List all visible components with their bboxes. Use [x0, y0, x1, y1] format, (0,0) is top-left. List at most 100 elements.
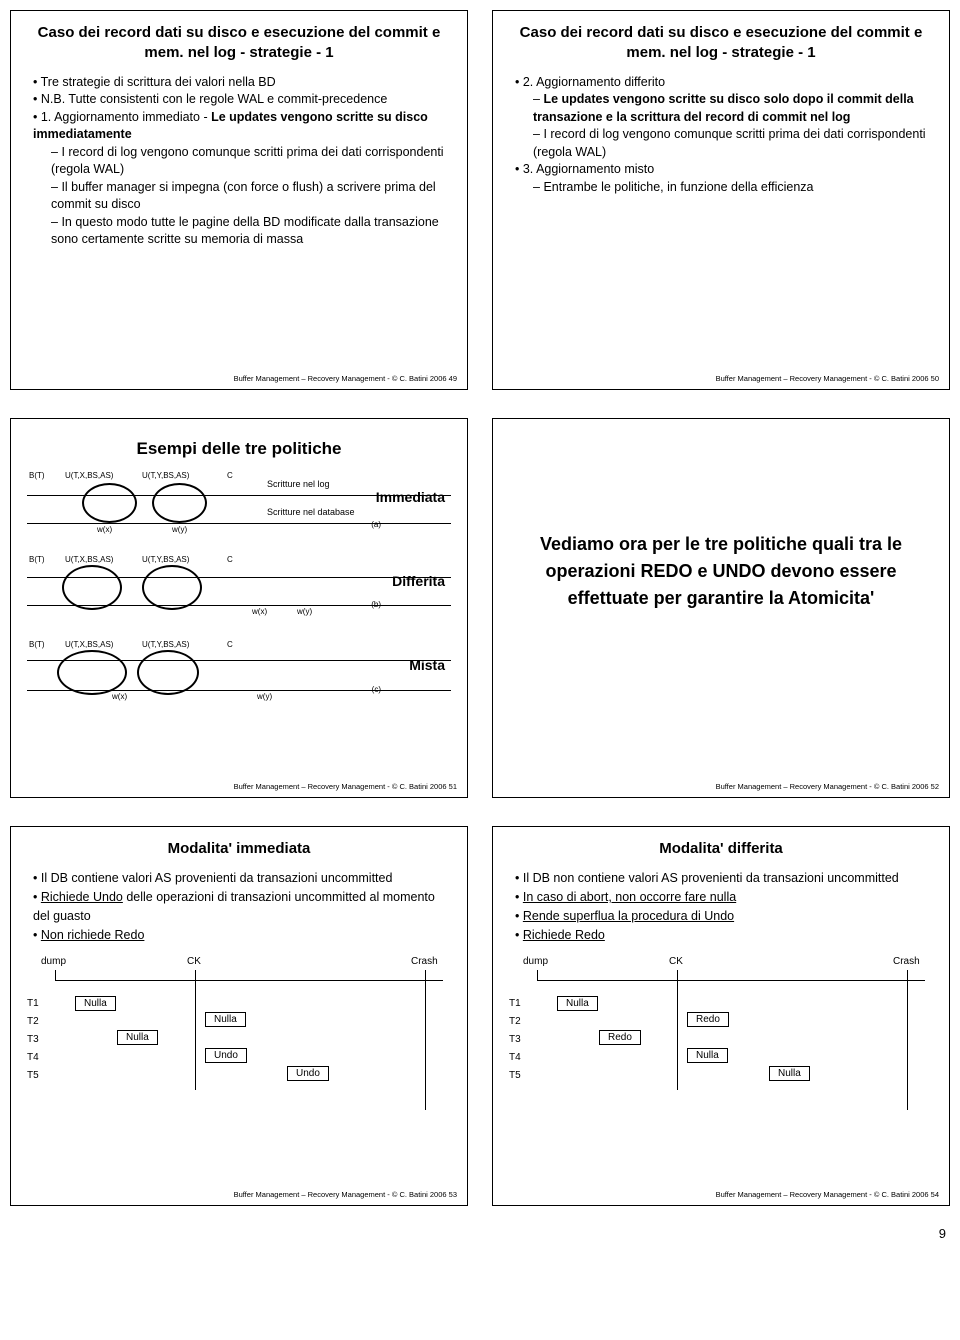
- policy-label: Immediata: [376, 489, 445, 505]
- slide-title: Caso dei record dati su disco e esecuzio…: [27, 23, 451, 64]
- lbl: (a): [371, 520, 381, 529]
- slide-50: Caso dei record dati su disco e esecuzio…: [492, 10, 950, 390]
- slide-title: Modalita' differita: [509, 839, 933, 859]
- val-undo: Undo: [287, 1066, 329, 1081]
- txn-t4: T4: [27, 1052, 39, 1063]
- lbl: C: [227, 555, 233, 564]
- bullet-under: Richiede Undo: [41, 890, 123, 904]
- txn-t5: T5: [27, 1070, 39, 1081]
- sub-bullet: I record di log vengono comunque scritti…: [533, 126, 933, 161]
- bullet: N.B. Tutte consistenti con le regole WAL…: [33, 91, 451, 109]
- lbl: C: [227, 471, 233, 480]
- bullet: 2. Aggiornamento differito Le updates ve…: [515, 74, 933, 162]
- tl-dump: dump: [523, 956, 548, 967]
- slide-51: Esempi delle tre politiche B(T) U(T,X,BS…: [10, 418, 468, 798]
- lbl: (c): [372, 685, 381, 694]
- lbl: B(T): [29, 471, 45, 480]
- txn-t2: T2: [27, 1016, 39, 1027]
- txn-t2: T2: [509, 1016, 521, 1027]
- val-nulla: Nulla: [687, 1048, 728, 1063]
- bullet: Rende superflua la procedura di Undo: [515, 907, 933, 926]
- sub-bullet: Le updates vengono scritte su disco solo…: [533, 91, 933, 126]
- tl-ck: CK: [669, 956, 683, 967]
- val-nulla: Nulla: [117, 1030, 158, 1045]
- txn-t3: T3: [27, 1034, 39, 1045]
- slide-footer: Buffer Management – Recovery Management …: [716, 782, 939, 791]
- slide-footer: Buffer Management – Recovery Management …: [234, 782, 457, 791]
- bullet-under: Non richiede Redo: [41, 928, 145, 942]
- bullet-under: Richiede Redo: [523, 928, 605, 942]
- lbl: Scritture nel log: [267, 479, 330, 489]
- lbl: w(x): [252, 607, 267, 616]
- lbl: w(x): [112, 692, 127, 701]
- policy-label: Mista: [409, 657, 445, 673]
- sub-bullet: Entrambe le politiche, in funzione della…: [533, 179, 933, 197]
- txn-t4: T4: [509, 1052, 521, 1063]
- bullet: In caso di abort, non occorre fare nulla: [515, 888, 933, 907]
- lbl: B(T): [29, 555, 45, 564]
- sub-bullet-strong: Le updates vengono scritte su disco solo…: [533, 92, 914, 124]
- slide-title: Modalita' immediata: [27, 839, 451, 859]
- esempi-diagram: B(T) U(T,X,BS,AS) U(T,Y,BS,AS) C Scrittu…: [27, 465, 451, 735]
- timeline-differita: dump CK Crash T1 T2 T3 T4 T5 Nulla Redo …: [509, 956, 933, 1116]
- bullet-text: 2. Aggiornamento differito: [523, 75, 665, 89]
- lbl: w(x): [97, 525, 112, 534]
- slide-52: Vediamo ora per le tre politiche quali t…: [492, 418, 950, 798]
- lbl: U(T,X,BS,AS): [65, 640, 113, 649]
- slide-footer: Buffer Management – Recovery Management …: [234, 1190, 457, 1199]
- val-nulla: Nulla: [75, 996, 116, 1011]
- sub-bullet: In questo modo tutte le pagine della BD …: [51, 214, 451, 249]
- policy-label: Differita: [392, 573, 445, 589]
- slide-53: Modalita' immediata Il DB contiene valor…: [10, 826, 468, 1206]
- lbl: Scritture nel database: [267, 507, 355, 517]
- slide-54: Modalita' differita Il DB non contiene v…: [492, 826, 950, 1206]
- bullet-under: Rende superflua la procedura di Undo: [523, 909, 734, 923]
- bullet-text: 1. Aggiornamento immediato -: [41, 110, 211, 124]
- slide-footer: Buffer Management – Recovery Management …: [234, 374, 457, 383]
- tl-crash: Crash: [893, 956, 920, 967]
- slide-grid: Caso dei record dati su disco e esecuzio…: [10, 10, 950, 1206]
- bullet-text: 3. Aggiornamento misto: [523, 162, 654, 176]
- bullet: Richiede Redo: [515, 926, 933, 945]
- val-nulla: Nulla: [557, 996, 598, 1011]
- txn-t5: T5: [509, 1070, 521, 1081]
- page-number: 9: [10, 1226, 950, 1241]
- bullet: Richiede Undo delle operazioni di transa…: [33, 888, 451, 926]
- bullet: Il DB non contiene valori AS provenienti…: [515, 869, 933, 888]
- lbl: U(T,X,BS,AS): [65, 555, 113, 564]
- slide-text: Vediamo ora per le tre politiche quali t…: [509, 531, 933, 612]
- lbl: U(T,Y,BS,AS): [142, 640, 189, 649]
- tl-crash: Crash: [411, 956, 438, 967]
- sub-bullet: I record di log vengono comunque scritti…: [51, 144, 451, 179]
- lbl: U(T,Y,BS,AS): [142, 471, 189, 480]
- txn-t1: T1: [509, 998, 521, 1009]
- lbl: (b): [371, 600, 381, 609]
- lbl: w(y): [257, 692, 272, 701]
- lbl: C: [227, 640, 233, 649]
- lbl: B(T): [29, 640, 45, 649]
- lbl: U(T,Y,BS,AS): [142, 555, 189, 564]
- slide-title: Caso dei record dati su disco e esecuzio…: [509, 23, 933, 64]
- txn-t1: T1: [27, 998, 39, 1009]
- val-nulla: Nulla: [205, 1012, 246, 1027]
- slide-title: Esempi delle tre politiche: [27, 439, 451, 459]
- val-nulla: Nulla: [769, 1066, 810, 1081]
- lbl: w(y): [297, 607, 312, 616]
- sub-bullet: Il buffer manager si impegna (con force …: [51, 179, 451, 214]
- lbl: w(y): [172, 525, 187, 534]
- timeline-immediata: dump CK Crash T1 T2 T3 T4 T5 Nulla Nulla…: [27, 956, 451, 1116]
- bullet-under: In caso di abort, non occorre fare nulla: [523, 890, 736, 904]
- tl-dump: dump: [41, 956, 66, 967]
- slide-49: Caso dei record dati su disco e esecuzio…: [10, 10, 468, 390]
- val-redo: Redo: [599, 1030, 641, 1045]
- slide-footer: Buffer Management – Recovery Management …: [716, 374, 939, 383]
- val-redo: Redo: [687, 1012, 729, 1027]
- bullet: Il DB contiene valori AS provenienti da …: [33, 869, 451, 888]
- val-undo: Undo: [205, 1048, 247, 1063]
- slide-footer: Buffer Management – Recovery Management …: [716, 1190, 939, 1199]
- bullet: 1. Aggiornamento immediato - Le updates …: [33, 109, 451, 249]
- tl-ck: CK: [187, 956, 201, 967]
- bullet: Tre strategie di scrittura dei valori ne…: [33, 74, 451, 92]
- bullet: Non richiede Redo: [33, 926, 451, 945]
- lbl: U(T,X,BS,AS): [65, 471, 113, 480]
